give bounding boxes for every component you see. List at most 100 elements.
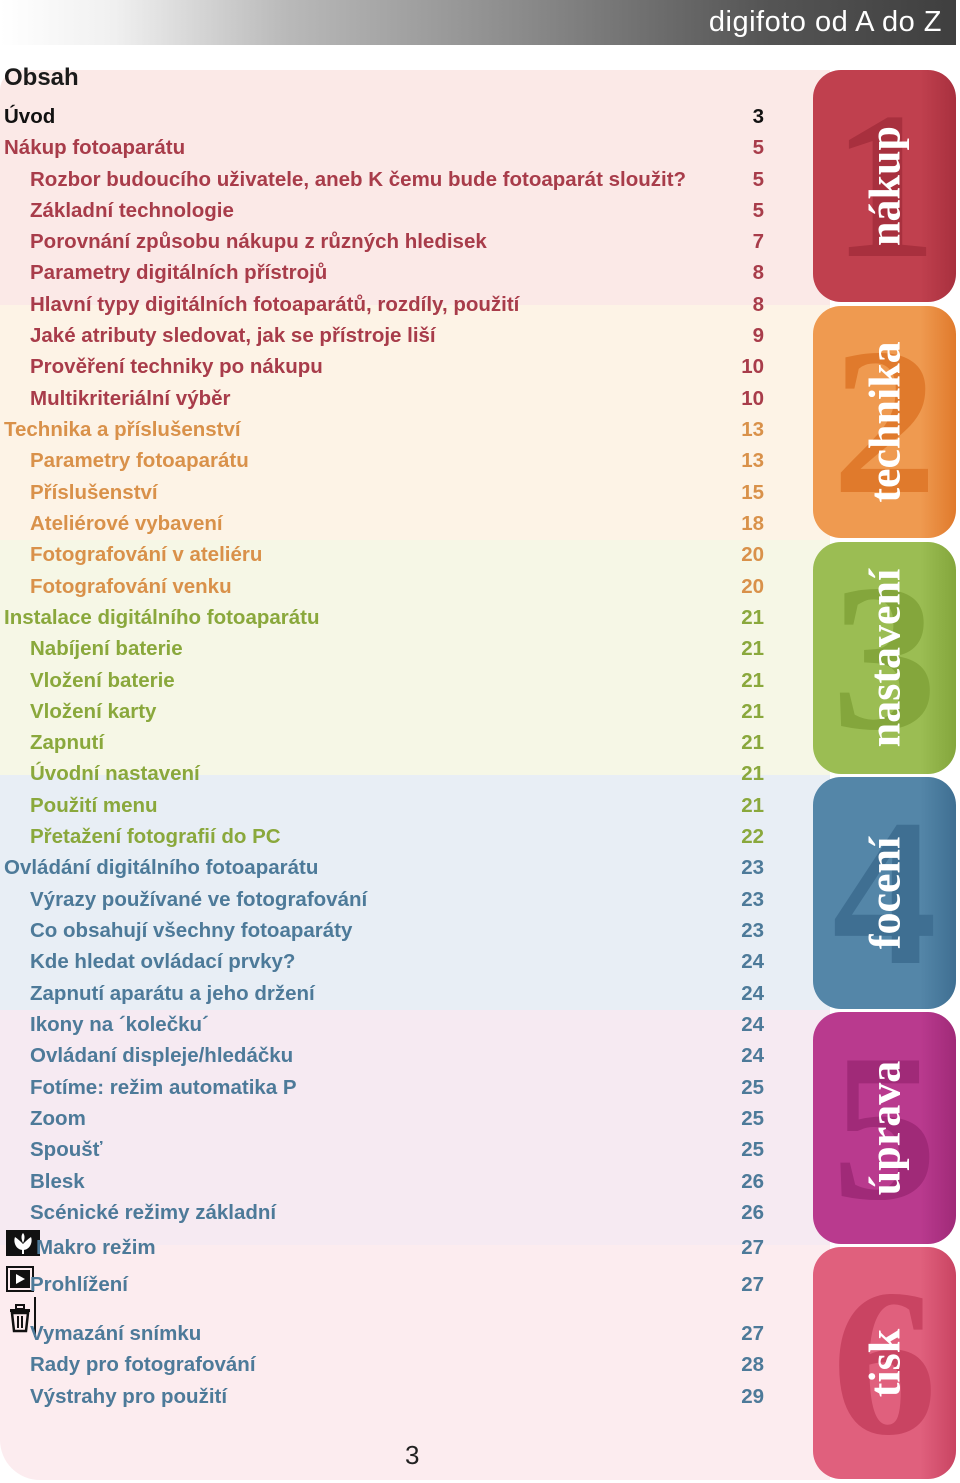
toc-entry[interactable]: Fotografování v ateliéru 20: [0, 543, 770, 571]
toc-entry-label: Kde hledat ovládací prvky?: [30, 950, 296, 973]
toc-entry-label: Rozbor budoucího uživatele, aneb K čemu …: [30, 168, 687, 191]
toc-entry-page: 26: [741, 1170, 764, 1193]
toc-entry[interactable]: Zoom 25: [0, 1107, 770, 1135]
chapter-tab-4[interactable]: 4 focení: [813, 777, 956, 1009]
toc-entry-page: 24: [741, 950, 764, 973]
toc-entry[interactable]: Výstrahy pro použití 29: [0, 1385, 770, 1413]
toc-entry-page: 25: [741, 1138, 764, 1161]
chapter-number: 6: [832, 1247, 937, 1479]
toc-entry[interactable]: Vložení baterie 21: [0, 669, 770, 697]
bg-band-tisk: [0, 1245, 830, 1480]
toc-entry-label: Výrazy používané ve fotografování: [30, 888, 368, 911]
toc-entry[interactable]: Ovládání digitálního fotoaparátu 23: [0, 856, 770, 884]
toc-entry-page: 8: [752, 261, 764, 284]
toc-entry-label: Přetažení fotografií do PC: [30, 825, 281, 848]
chapter-word: nastavení: [860, 568, 910, 748]
toc-entry[interactable]: Přetažení fotografií do PC 22: [0, 825, 770, 853]
toc-entry-page: 5: [752, 168, 764, 191]
toc-entry[interactable]: Multikriteriální výběr 10: [0, 387, 770, 415]
toc-entry-page: 21: [741, 794, 764, 817]
toc-entry-page: 13: [741, 449, 764, 472]
toc-entry-label: Makro režim: [36, 1236, 156, 1259]
toc-entry[interactable]: Ateliérové vybavení 18: [0, 512, 770, 540]
toc-entry[interactable]: Rozbor budoucího uživatele, aneb K čemu …: [0, 168, 770, 196]
toc-entry[interactable]: Úvod 3: [0, 105, 770, 133]
toc-entry[interactable]: Jaké atributy sledovat, jak se přístroje…: [0, 324, 770, 352]
chapter-number: 4: [832, 777, 937, 1009]
book-title: digifoto od A do Z: [708, 6, 942, 38]
toc-entry[interactable]: Vymazání snímku 27: [0, 1296, 770, 1350]
toc-entry[interactable]: Instalace digitálního fotoaparátu 21: [0, 606, 770, 634]
toc-entry[interactable]: Vložení karty 21: [0, 700, 770, 728]
toc-entry-label: Porovnání způsobu nákupu z různých hledi…: [30, 230, 487, 253]
chapter-tab-6[interactable]: 6 tisk: [813, 1247, 956, 1479]
toc-entry-page: 25: [741, 1107, 764, 1130]
toc-entry[interactable]: Prohlížení 27: [0, 1265, 770, 1301]
toc-entry[interactable]: Ovládaní displeje/hledáčku 24: [0, 1044, 770, 1072]
toc-entry-page: 27: [741, 1236, 764, 1259]
toc-entry[interactable]: Parametry digitálních přístrojů 8: [0, 261, 770, 289]
chapter-number: 3: [832, 542, 937, 774]
toc-entry-label: Rady pro fotografování: [30, 1353, 256, 1376]
toc-entry[interactable]: Kde hledat ovládací prvky? 24: [0, 950, 770, 978]
toc-entry[interactable]: Zapnutí 21: [0, 731, 770, 759]
toc-entry[interactable]: Spoušť 25: [0, 1138, 770, 1166]
toc-entry-page: 5: [752, 199, 764, 222]
page-number: 3: [405, 1440, 420, 1470]
toc-entry-page: 9: [752, 324, 764, 347]
chapter-tab-1[interactable]: 1 nákup: [813, 70, 956, 302]
bg-band-foceni: [0, 775, 830, 1010]
chapter-number: 2: [832, 306, 937, 538]
toc-entry-page: 13: [741, 418, 764, 441]
macro-flower-icon: [6, 1230, 40, 1262]
toc-entry-page: 21: [741, 606, 764, 629]
bg-band-technika: [0, 305, 830, 540]
toc-entry-label: Úvodní nastavení: [30, 762, 200, 785]
toc-entry[interactable]: Nákup fotoaparátu 5: [0, 136, 770, 164]
toc-entry-page: 23: [741, 919, 764, 942]
toc-entry-page: 5: [752, 136, 764, 159]
toc-entry-label: Scénické režimy základní: [30, 1201, 277, 1224]
toc-entry-page: 21: [741, 731, 764, 754]
toc-entry[interactable]: Parametry fotoaparátu 13: [0, 449, 770, 477]
toc-entry-label: Co obsahují všechny fotoaparáty: [30, 919, 353, 942]
toc-entry[interactable]: Výrazy používané ve fotografování 23: [0, 888, 770, 916]
toc-entry[interactable]: Hlavní typy digitálních fotoaparátů, roz…: [0, 293, 770, 321]
toc-entry[interactable]: Makro režim 27: [0, 1230, 770, 1264]
toc-entry[interactable]: Fotíme: režim automatika P 25: [0, 1076, 770, 1104]
toc-entry[interactable]: Ikony na ´kolečku´ 24: [0, 1013, 770, 1041]
toc-entry[interactable]: Použití menu 21: [0, 794, 770, 822]
toc-entry[interactable]: Blesk 26: [0, 1170, 770, 1198]
toc-entry-page: 21: [741, 700, 764, 723]
toc-entry-page: 27: [741, 1322, 764, 1345]
chapter-tab-5[interactable]: 5 úprava: [813, 1012, 956, 1244]
toc-entry[interactable]: Porovnání způsobu nákupu z různých hledi…: [0, 230, 770, 258]
toc-entry[interactable]: Rady pro fotografování 28: [0, 1353, 770, 1381]
toc-entry-label: Blesk: [30, 1170, 85, 1193]
toc-entry-label: Výstrahy pro použití: [30, 1385, 228, 1408]
toc-entry[interactable]: Příslušenství 15: [0, 481, 770, 509]
toc-entry-label: Fotografování v ateliéru: [30, 543, 263, 566]
chapter-tab-2[interactable]: 2 technika: [813, 306, 956, 538]
chapter-word: nákup: [860, 126, 910, 246]
bg-band-nastaveni: [0, 540, 830, 775]
toc-entry[interactable]: Scénické režimy základní 26: [0, 1201, 770, 1229]
toc-entry[interactable]: Prověření techniky po nákupu 10: [0, 355, 770, 383]
toc-entry[interactable]: Co obsahují všechny fotoaparáty 23: [0, 919, 770, 947]
chapter-word: úprava: [860, 1060, 910, 1196]
toc-entry-label: Parametry fotoaparátu: [30, 449, 249, 472]
toc-entry-label: Prohlížení: [30, 1273, 128, 1296]
toc-entry[interactable]: Zapnutí aparátu a jeho držení 24: [0, 982, 770, 1010]
toc-entry-label: Vymazání snímku: [30, 1322, 202, 1345]
playback-icon: [6, 1265, 34, 1298]
toc-entry-label: Technika a příslušenství: [4, 418, 241, 441]
chapter-tab-3[interactable]: 3 nastavení: [813, 542, 956, 774]
toc-entry[interactable]: Nabíjení baterie 21: [0, 637, 770, 665]
toc-entry-label: Jaké atributy sledovat, jak se přístroje…: [30, 324, 436, 347]
toc-entry[interactable]: Technika a příslušenství 13: [0, 418, 770, 446]
toc-entry-label: Ovládaní displeje/hledáčku: [30, 1044, 294, 1067]
toc-entry-page: 24: [741, 1013, 764, 1036]
toc-entry[interactable]: Úvodní nastavení 21: [0, 762, 770, 790]
toc-entry[interactable]: Fotografování venku 20: [0, 575, 770, 603]
toc-entry[interactable]: Základní technologie 5: [0, 199, 770, 227]
